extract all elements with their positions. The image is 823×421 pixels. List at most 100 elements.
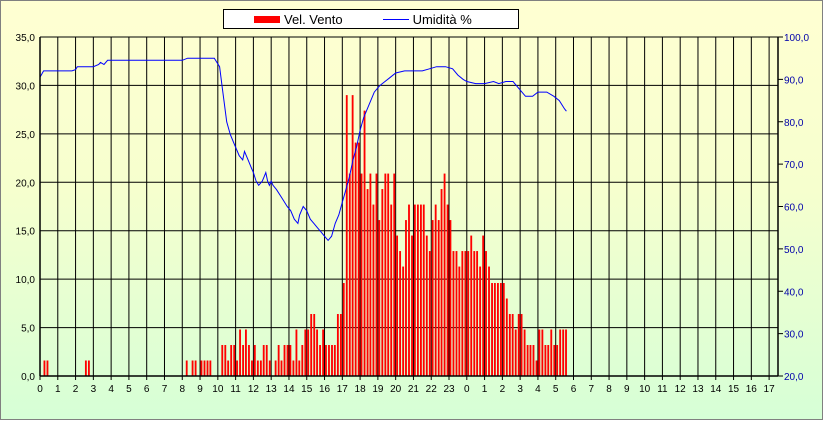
y-right-tick-label: 50,0	[784, 245, 804, 256]
wind-bar	[493, 283, 496, 376]
wind-bar	[476, 251, 479, 376]
y-left-tick-label: 15,0	[16, 227, 36, 238]
wind-bar	[393, 173, 396, 376]
legend-label-humidity: Umidità %	[412, 11, 472, 27]
x-tick-label: 3	[517, 384, 523, 395]
wind-bar	[313, 314, 316, 376]
wind-bar	[242, 345, 245, 376]
wind-bar	[491, 283, 493, 376]
wind-bar	[443, 173, 446, 376]
wind-bar	[366, 189, 369, 376]
wind-bar	[550, 329, 553, 376]
wind-bar	[304, 329, 307, 376]
wind-bar	[256, 360, 259, 376]
x-tick-label: 2	[73, 384, 79, 395]
wind-bar	[458, 266, 461, 376]
wind-bar	[416, 204, 419, 376]
wind-bar	[464, 251, 467, 376]
legend-label-wind: Vel. Vento	[284, 11, 343, 27]
wind-bar	[387, 173, 390, 376]
wind-bar	[251, 360, 253, 376]
x-tick-label: 5	[553, 384, 559, 395]
wind-bar	[360, 173, 363, 376]
wind-bar	[428, 251, 431, 376]
grid	[39, 36, 778, 377]
wind-bar	[431, 220, 434, 376]
x-tick-label: 17	[337, 384, 349, 395]
y-right-tick-label: 80,0	[784, 118, 804, 129]
wind-bar	[378, 220, 381, 376]
wind-bar	[298, 360, 301, 376]
x-tick-label: 14	[283, 384, 295, 395]
wind-bar	[221, 345, 224, 376]
tick-labels: 0,05,010,015,020,025,030,035,020,030,040…	[16, 33, 810, 395]
wind-bar	[496, 283, 499, 376]
wind-bar	[206, 360, 209, 376]
x-tick-label: 21	[408, 384, 420, 395]
wind-bar	[268, 360, 271, 376]
wind-bar	[200, 360, 203, 376]
wind-bar	[390, 204, 393, 376]
wind-bar	[559, 329, 562, 376]
y-left-tick-label: 35,0	[16, 33, 36, 44]
wind-bar	[325, 345, 327, 376]
wind-bar	[319, 345, 322, 376]
wind-bar	[345, 95, 348, 376]
x-tick-label: 11	[657, 384, 668, 395]
y-left-tick-label: 10,0	[16, 275, 36, 286]
x-tick-label: 9	[624, 384, 630, 395]
wind-bar	[259, 360, 262, 376]
x-tick-label: 12	[248, 384, 260, 395]
wind-bar	[357, 142, 360, 376]
wind-bar	[289, 345, 292, 376]
wind-bar	[245, 329, 247, 376]
wind-bar	[485, 251, 487, 376]
x-tick-label: 9	[197, 384, 203, 395]
y-right-tick-label: 100,0	[784, 33, 809, 44]
y-left-tick-label: 25,0	[16, 130, 36, 141]
x-tick-label: 13	[692, 384, 704, 395]
x-tick-label: 17	[764, 384, 776, 395]
x-tick-label: 0	[464, 384, 470, 395]
wind-bar	[292, 360, 295, 376]
wind-bar	[46, 360, 49, 376]
wind-bar	[547, 345, 550, 376]
x-tick-label: 14	[710, 384, 722, 395]
wind-bar	[194, 360, 197, 376]
x-tick-label: 5	[126, 384, 132, 395]
wind-bar	[514, 329, 517, 376]
wind-bar	[283, 345, 286, 376]
wind-bar	[209, 360, 212, 376]
wind-bar	[286, 345, 289, 376]
y-left-tick-label: 0,0	[21, 372, 35, 383]
wind-bar	[372, 204, 375, 376]
x-tick-label: 2	[500, 384, 506, 395]
wind-bar	[280, 360, 283, 376]
wind-bar	[529, 345, 532, 376]
x-tick-label: 0	[37, 384, 43, 395]
wind-bar	[84, 360, 87, 376]
x-tick-label: 7	[588, 384, 594, 395]
x-tick-label: 15	[728, 384, 740, 395]
wind-bar	[526, 345, 529, 376]
wind-bar	[384, 173, 387, 376]
wind-bar	[316, 329, 318, 376]
wind-bar	[511, 314, 514, 376]
y-left-tick-label: 5,0	[21, 324, 35, 335]
wind-bar	[396, 235, 399, 376]
wind-bar	[562, 329, 565, 376]
wind-bar	[236, 360, 238, 376]
y-right-tick-label: 40,0	[784, 287, 804, 298]
x-tick-label: 12	[675, 384, 687, 395]
wind-bar	[322, 329, 325, 376]
x-tick-label: 20	[390, 384, 402, 395]
x-tick-label: 6	[571, 384, 577, 395]
x-tick-label: 15	[301, 384, 313, 395]
wind-bar	[381, 189, 384, 376]
wind-bar	[408, 204, 410, 376]
y-left-tick-label: 30,0	[16, 81, 36, 92]
wind-bar	[310, 314, 313, 376]
wind-bar	[227, 360, 230, 376]
wind-bar	[354, 142, 357, 376]
